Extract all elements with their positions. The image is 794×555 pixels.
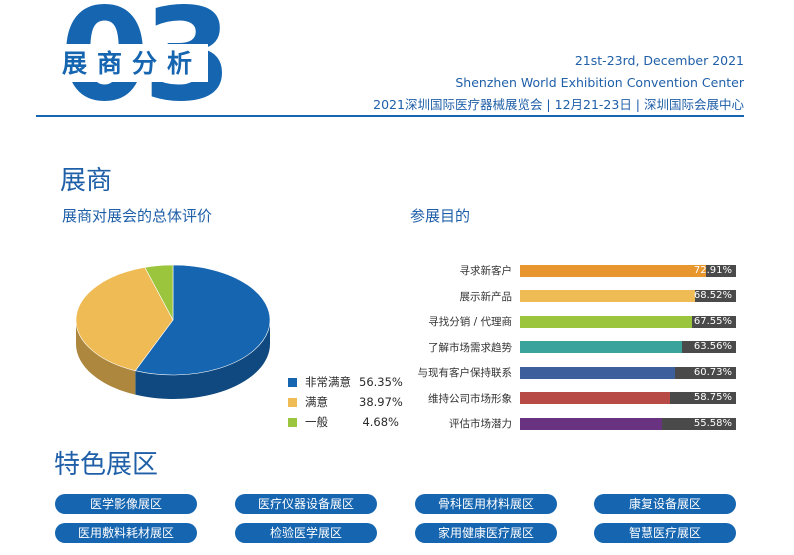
bar [520,341,682,354]
header-divider [36,115,744,117]
legend-item: 满意 38.97% [288,392,403,412]
bar [520,392,670,405]
bar [520,264,706,277]
legend-swatch [288,417,297,427]
pie-slice-0 [134,264,271,376]
bar-row: 与现有客户保持联系 60.73% [380,360,736,386]
bar-value-label: 55.58% [693,417,732,429]
bar-row: 展示新产品 68.52% [380,284,736,310]
legend-value: 56.35% [359,375,403,389]
legend-label: 非常满意 [305,375,351,389]
bar-track: 68.52% [520,290,736,303]
legend-item: 非常满意 56.35% [288,372,403,392]
bar-track: 67.55% [520,315,736,328]
bar-track: 55.58% [520,417,736,430]
event-info: 21st-23rd, December 2021 Shenzhen World … [373,50,744,116]
legend-label: 满意 [305,395,328,409]
pie-side-0 [135,320,270,399]
legend-swatch [288,397,297,407]
bar [520,290,695,303]
bar-category-label: 展示新产品 [459,290,513,303]
bar-row: 评估市场潜力 55.58% [380,411,736,437]
satisfaction-pie-chart [75,264,271,399]
bar-row: 维持公司市场形象 58.75% [380,386,736,412]
zone-pill: 医疗仪器设备展区 [235,494,377,514]
zone-pill: 康复设备展区 [594,494,736,514]
bar-value-label: 63.56% [693,341,732,353]
zone-pill: 家用健康医疗展区 [415,523,557,543]
purpose-bar-chart: 寻求新客户 72.91% 展示新产品 68.52% 寻找分销 / 代理商 67.55% 了解… [380,258,736,437]
legend-value: 38.97% [359,395,403,409]
exhibitors-heading: 展商 [60,166,113,196]
bar [520,315,693,328]
bar-category-label: 寻找分销 / 代理商 [428,316,512,329]
pie-side-1 [76,320,136,395]
zone-pill: 骨科医用材料展区 [415,494,557,514]
section-title: 展商分析 [58,44,209,82]
bar-value-label: 58.75% [693,392,732,404]
legend-item: 一般 4.68% [288,412,399,432]
bar-track: 58.75% [520,392,736,405]
bar-track: 72.91% [520,264,736,277]
pie-slice-1 [75,267,174,372]
event-venue: Shenzhen World Exhibition Convention Cen… [455,75,744,90]
event-date: 21st-23rd, December 2021 [574,53,744,68]
satisfaction-chart-title: 展商对展会的总体评价 [62,207,213,225]
legend-value: 4.68% [362,415,399,429]
bar-track: 63.56% [520,341,736,354]
bar-category-label: 寻求新客户 [459,265,513,278]
zone-pill: 医学影像展区 [55,494,197,514]
bar [520,366,675,379]
bar-track: 60.73% [520,366,736,379]
bar-value-label: 67.55% [693,315,732,327]
bar-category-label: 与现有客户保持联系 [417,367,513,380]
bar-category-label: 评估市场潜力 [449,418,512,431]
bar-row: 寻求新客户 72.91% [380,258,736,284]
zones-heading: 特色展区 [54,450,159,480]
legend-label: 一般 [305,415,328,429]
legend-swatch [288,377,297,387]
zone-pill: 智慧医疗展区 [594,523,736,543]
event-expo-line: 2021深圳国际医疗器械展览会 | 12月21-23日 | 深圳国际会展中心 [373,97,744,112]
bar-value-label: 68.52% [693,290,732,302]
bar-row: 寻找分销 / 代理商 67.55% [380,309,736,335]
bar-category-label: 了解市场需求趋势 [428,341,512,354]
bar-category-label: 维持公司市场形象 [428,392,512,405]
bar [520,417,662,430]
zone-pill: 医用敷料耗材展区 [55,523,197,543]
pie-slice-2 [144,264,174,321]
bar-value-label: 60.73% [693,366,732,378]
bar-row: 了解市场需求趋势 63.56% [380,335,736,361]
purpose-chart-title: 参展目的 [410,207,471,225]
bar-value-label: 72.91% [693,264,732,276]
pie-legend: 非常满意 56.35% 满意 38.97% 一般 4.68% [288,372,403,432]
zone-pill: 检验医学展区 [235,523,377,543]
